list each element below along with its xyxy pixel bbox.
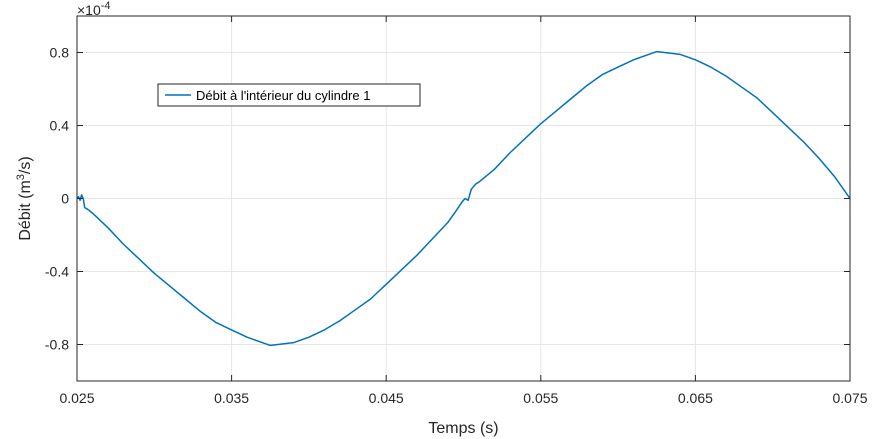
y-tick-label: -0.8: [45, 337, 69, 353]
series-line: [76, 50, 851, 347]
y-multiplier-exponent: -4: [101, 0, 111, 12]
y-tick-label: 0.8: [50, 45, 70, 61]
ticks: [76, 16, 851, 381]
y-tick-label: 0.4: [50, 118, 70, 134]
series-layer: [76, 50, 851, 347]
x-tick-label: 0.075: [832, 390, 867, 406]
legend-box: [157, 83, 421, 107]
x-tick-label: 0.045: [369, 390, 404, 406]
y-label-superscript: 3: [15, 174, 27, 180]
x-tick-label: 0.035: [214, 390, 249, 406]
y-tick-label: 0: [61, 191, 69, 207]
y-label-main: Débit (m: [17, 180, 34, 240]
tick-labels: 0.025 0.035 0.045 0.055 0.065 0.075 -0.8 -0.4 0 0…: [45, 45, 868, 407]
y-label-end: /s): [17, 156, 34, 174]
legend-entry-label: Débit à l'intérieur du cylindre 1: [196, 88, 370, 103]
y-tick-label: -0.4: [45, 264, 69, 280]
x-axis-label: Temps (s): [428, 420, 498, 437]
legend: Débit à l'intérieur du cylindre 1: [157, 83, 421, 107]
y-axis-multiplier: ×10-4: [77, 0, 111, 18]
x-tick-label: 0.055: [523, 390, 558, 406]
x-tick-label: 0.025: [59, 390, 94, 406]
y-multiplier-base: ×10: [77, 2, 101, 18]
y-axis-label: Débit (m3/s): [15, 156, 34, 240]
x-tick-label: 0.065: [678, 390, 713, 406]
